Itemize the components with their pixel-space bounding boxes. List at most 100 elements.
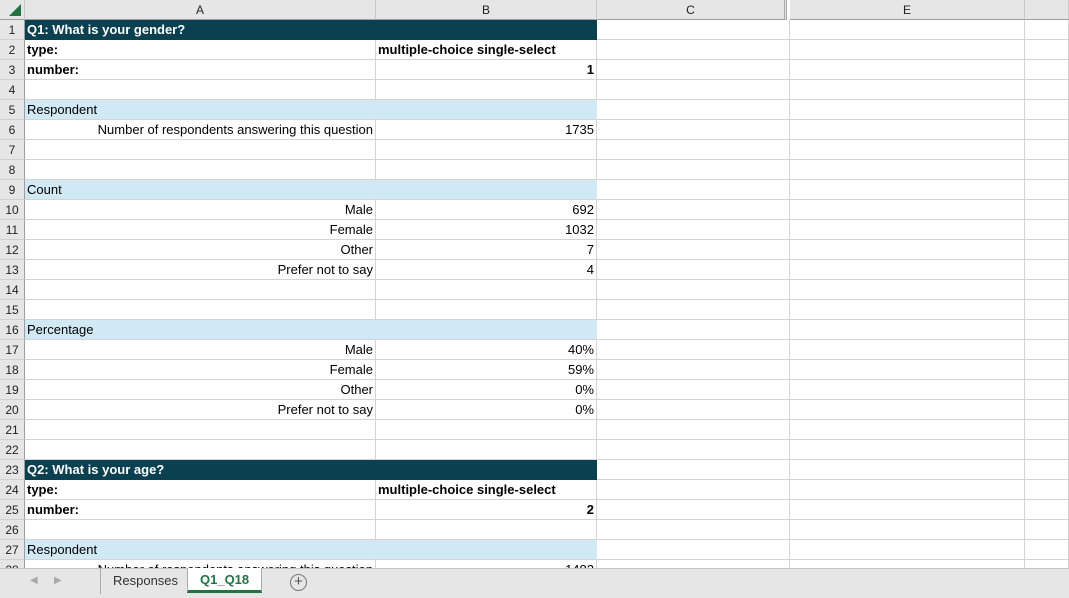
cell-f[interactable] — [1025, 160, 1069, 180]
cell-e[interactable] — [790, 420, 1025, 440]
cell-c[interactable] — [597, 100, 790, 120]
cell-b[interactable] — [376, 520, 597, 540]
cell-e[interactable] — [790, 400, 1025, 420]
cell-a[interactable]: Other — [25, 380, 376, 400]
row-header[interactable]: 13 — [0, 260, 25, 280]
cell-b[interactable] — [376, 20, 597, 40]
cell-b[interactable]: 1735 — [376, 120, 597, 140]
cell-c[interactable] — [597, 140, 790, 160]
row-header[interactable]: 9 — [0, 180, 25, 200]
cell-f[interactable] — [1025, 420, 1069, 440]
cell-a[interactable]: Q2: What is your age? — [25, 460, 376, 480]
cell-a[interactable] — [25, 520, 376, 540]
cell-f[interactable] — [1025, 220, 1069, 240]
cell-f[interactable] — [1025, 560, 1069, 568]
cell-c[interactable] — [597, 440, 790, 460]
cell-a[interactable]: Number of respondents answering this que… — [25, 120, 376, 140]
cell-e[interactable] — [790, 240, 1025, 260]
row-header[interactable]: 2 — [0, 40, 25, 60]
cell-e[interactable] — [790, 200, 1025, 220]
cell-a[interactable]: Prefer not to say — [25, 400, 376, 420]
row-header[interactable]: 1 — [0, 20, 25, 40]
cell-a[interactable]: number: — [25, 500, 376, 520]
cell-e[interactable] — [790, 320, 1025, 340]
cell-b[interactable]: 1032 — [376, 220, 597, 240]
cell-e[interactable] — [790, 100, 1025, 120]
cell-f[interactable] — [1025, 500, 1069, 520]
row-header[interactable]: 27 — [0, 540, 25, 560]
column-header-e[interactable]: E — [790, 0, 1025, 20]
cell-b[interactable]: 692 — [376, 200, 597, 220]
cell-e[interactable] — [790, 560, 1025, 568]
cell-b[interactable]: 59% — [376, 360, 597, 380]
cell-e[interactable] — [790, 160, 1025, 180]
cell-c[interactable] — [597, 20, 790, 40]
row-header[interactable]: 4 — [0, 80, 25, 100]
cell-c[interactable] — [597, 280, 790, 300]
cell-b[interactable]: 1 — [376, 60, 597, 80]
cell-c[interactable] — [597, 220, 790, 240]
cell-a[interactable] — [25, 160, 376, 180]
cell-e[interactable] — [790, 300, 1025, 320]
cell-a[interactable] — [25, 280, 376, 300]
row-header[interactable]: 19 — [0, 380, 25, 400]
cell-f[interactable] — [1025, 240, 1069, 260]
add-sheet-icon[interactable]: + — [290, 574, 307, 591]
cell-e[interactable] — [790, 440, 1025, 460]
cell-a[interactable]: Respondent — [25, 540, 376, 560]
cell-c[interactable] — [597, 80, 790, 100]
cell-e[interactable] — [790, 60, 1025, 80]
cell-f[interactable] — [1025, 320, 1069, 340]
cell-c[interactable] — [597, 320, 790, 340]
cell-f[interactable] — [1025, 380, 1069, 400]
row-header[interactable]: 3 — [0, 60, 25, 80]
cell-b[interactable]: 0% — [376, 380, 597, 400]
cell-f[interactable] — [1025, 520, 1069, 540]
cell-b[interactable] — [376, 420, 597, 440]
cell-c[interactable] — [597, 520, 790, 540]
cell-a[interactable]: type: — [25, 40, 376, 60]
cell-f[interactable] — [1025, 280, 1069, 300]
cell-c[interactable] — [597, 120, 790, 140]
cell-a[interactable]: Q1: What is your gender? — [25, 20, 376, 40]
cell-f[interactable] — [1025, 180, 1069, 200]
row-header[interactable]: 26 — [0, 520, 25, 540]
cell-b[interactable]: 4 — [376, 260, 597, 280]
cell-a[interactable]: Female — [25, 360, 376, 380]
cell-e[interactable] — [790, 40, 1025, 60]
row-header[interactable]: 12 — [0, 240, 25, 260]
cell-b[interactable]: 7 — [376, 240, 597, 260]
cell-c[interactable] — [597, 260, 790, 280]
cell-c[interactable] — [597, 500, 790, 520]
cell-f[interactable] — [1025, 40, 1069, 60]
row-header[interactable]: 16 — [0, 320, 25, 340]
row-header[interactable]: 21 — [0, 420, 25, 440]
cell-a[interactable]: number: — [25, 60, 376, 80]
cell-a[interactable]: Male — [25, 340, 376, 360]
cell-c[interactable] — [597, 60, 790, 80]
row-header[interactable]: 22 — [0, 440, 25, 460]
cell-e[interactable] — [790, 500, 1025, 520]
cell-a[interactable]: Percentage — [25, 320, 376, 340]
row-header[interactable]: 14 — [0, 280, 25, 300]
column-header-f[interactable] — [1025, 0, 1069, 20]
cell-f[interactable] — [1025, 200, 1069, 220]
column-header-c[interactable]: C — [597, 0, 787, 20]
cell-a[interactable] — [25, 440, 376, 460]
cell-f[interactable] — [1025, 360, 1069, 380]
cell-a[interactable] — [25, 140, 376, 160]
row-header[interactable]: 7 — [0, 140, 25, 160]
cell-f[interactable] — [1025, 100, 1069, 120]
cell-c[interactable] — [597, 40, 790, 60]
cell-b[interactable] — [376, 80, 597, 100]
cell-a[interactable] — [25, 420, 376, 440]
cell-a[interactable]: Other — [25, 240, 376, 260]
cell-b[interactable]: 2 — [376, 500, 597, 520]
row-header[interactable]: 8 — [0, 160, 25, 180]
cell-f[interactable] — [1025, 60, 1069, 80]
cell-f[interactable] — [1025, 80, 1069, 100]
cell-b[interactable] — [376, 180, 597, 200]
cell-b[interactable] — [376, 320, 597, 340]
cell-e[interactable] — [790, 520, 1025, 540]
cell-e[interactable] — [790, 220, 1025, 240]
